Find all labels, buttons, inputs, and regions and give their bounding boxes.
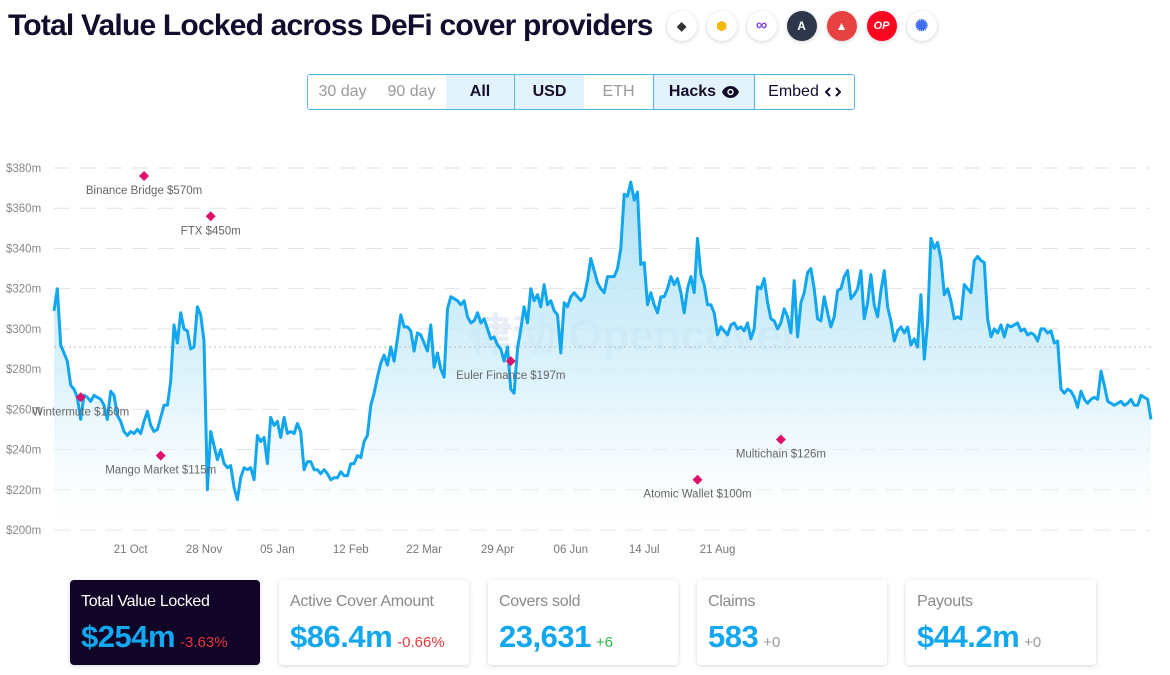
y-tick-label: $220m xyxy=(6,485,41,497)
currency-eth-button[interactable]: ETH xyxy=(584,75,653,109)
range-90-day-button[interactable]: 90 day xyxy=(377,75,446,109)
stat-label: Covers sold xyxy=(499,593,581,610)
y-tick-label: $360m xyxy=(6,203,41,215)
y-tick-label: $280m xyxy=(6,364,41,376)
x-tick-label: 21 Aug xyxy=(700,544,736,556)
stat-value: 583 xyxy=(708,619,759,654)
stat-card-active-cover: Active Cover Amount $86.4m -0.66% xyxy=(279,580,469,665)
x-tick-label: 22 Mar xyxy=(406,544,442,556)
stat-card-covers-sold: Covers sold 23,631 +6 xyxy=(488,580,678,665)
hack-marker[interactable]: Euler Finance $197m xyxy=(456,356,565,382)
hack-marker[interactable]: Mango Market $115m xyxy=(105,450,216,477)
range-30-day-button[interactable]: 30 day xyxy=(308,75,377,109)
header: Total Value Locked across DeFi cover pro… xyxy=(8,6,937,46)
chart-toolbar: 30 day 90 day All USD ETH Hacks Embed xyxy=(307,74,855,110)
avalanche-icon[interactable]: ▲ xyxy=(826,11,857,41)
optimism-icon[interactable]: OP xyxy=(866,11,897,41)
range-all-button[interactable]: All xyxy=(446,75,514,109)
tvl-area xyxy=(54,182,1151,530)
stat-value: $86.4m xyxy=(290,619,393,654)
hack-diamond-icon xyxy=(775,434,786,445)
hack-label: Multichain $126m xyxy=(736,449,826,461)
x-tick-label: 21 Oct xyxy=(114,544,149,556)
hack-marker[interactable]: FTX $450m xyxy=(181,211,241,237)
stat-label: Claims xyxy=(708,593,756,610)
embed-label: Embed xyxy=(768,83,819,100)
hacks-toggle-button[interactable]: Hacks xyxy=(654,75,754,109)
hack-label: Euler Finance $197m xyxy=(456,370,565,382)
stats-row: Total Value Locked $254m -3.63% Active Co… xyxy=(70,580,1096,665)
y-tick-label: $320m xyxy=(6,284,41,296)
stat-label: Active Cover Amount xyxy=(290,593,434,610)
x-tick-label: 14 Jul xyxy=(629,544,660,556)
stat-delta: +0 xyxy=(763,634,781,651)
y-tick-label: $200m xyxy=(6,525,41,537)
hack-marker[interactable]: Atomic Wallet $100m xyxy=(643,474,752,501)
stat-delta: -0.66% xyxy=(397,634,445,651)
y-tick-label: $300m xyxy=(6,324,41,336)
stat-value: 23,631 xyxy=(499,619,591,654)
stat-delta: +6 xyxy=(595,634,613,651)
stat-delta: -3.63% xyxy=(180,634,228,651)
hack-diamond-icon xyxy=(505,356,516,367)
stat-label: Payouts xyxy=(917,593,973,610)
hack-diamond-icon xyxy=(205,211,216,222)
hack-marker[interactable]: Multichain $126m xyxy=(736,434,826,461)
stat-card-tvl: Total Value Locked $254m -3.63% xyxy=(70,580,260,665)
hack-diamond-icon xyxy=(75,392,86,403)
arbitrum-icon[interactable]: A xyxy=(786,11,817,41)
chain-filter: ◆ ⬢ ∞ A ▲ OP ✺ xyxy=(666,11,937,41)
y-tick-label: $340m xyxy=(6,243,41,255)
embed-button[interactable]: Embed xyxy=(755,75,854,109)
eye-icon xyxy=(722,86,740,98)
currency-selector: USD ETH xyxy=(515,75,654,109)
x-tick-label: 12 Feb xyxy=(333,544,369,556)
x-tick-label: 05 Jan xyxy=(260,544,295,556)
hack-label: Atomic Wallet $100m xyxy=(643,489,751,501)
y-tick-label: $380m xyxy=(6,163,41,175)
y-tick-label: $240m xyxy=(6,445,41,457)
hack-label: Wintermute $160m xyxy=(32,406,129,418)
x-tick-label: 28 Nov xyxy=(186,544,223,556)
stat-card-payouts: Payouts $44.2m +0 xyxy=(906,580,1096,665)
hacks-label: Hacks xyxy=(668,83,717,100)
other-chain-icon[interactable]: ✺ xyxy=(906,11,937,41)
stat-delta: +0 xyxy=(1024,634,1042,651)
hack-label: Mango Market $115m xyxy=(105,465,216,477)
tvl-line xyxy=(52,180,1153,502)
stat-value: $44.2m xyxy=(917,619,1020,654)
x-tick-label: 06 Jun xyxy=(554,544,589,556)
currency-usd-button[interactable]: USD xyxy=(515,75,584,109)
hack-diamond-icon xyxy=(139,171,150,182)
x-tick-label: 29 Apr xyxy=(481,544,514,556)
hack-label: FTX $450m xyxy=(181,225,241,237)
polygon-icon[interactable]: ∞ xyxy=(746,11,777,41)
hack-diamond-icon xyxy=(692,474,703,485)
tvl-chart: $200m $220m $240m $260m $280m $300m $320m $340m… xyxy=(0,150,1170,570)
hack-diamond-icon xyxy=(155,450,166,461)
stat-value: $254m xyxy=(81,619,176,654)
code-icon xyxy=(824,87,841,97)
y-tick-label: $260m xyxy=(6,404,41,416)
stat-card-claims: Claims 583 +0 xyxy=(697,580,887,665)
tvl-chart-svg: $200m $220m $240m $260m $280m $300m $320m $340m… xyxy=(6,163,1153,556)
hack-marker[interactable]: Binance Bridge $570m xyxy=(86,171,202,197)
hack-marker[interactable]: Wintermute $160m xyxy=(32,392,129,418)
stat-label: Total Value Locked xyxy=(81,593,210,610)
range-selector: 30 day 90 day All xyxy=(308,75,515,109)
page-title: Total Value Locked across DeFi cover pro… xyxy=(8,9,653,42)
hack-label: Binance Bridge $570m xyxy=(86,185,202,197)
ethereum-icon[interactable]: ◆ xyxy=(666,11,697,41)
bnb-chain-icon[interactable]: ⬢ xyxy=(706,11,737,41)
